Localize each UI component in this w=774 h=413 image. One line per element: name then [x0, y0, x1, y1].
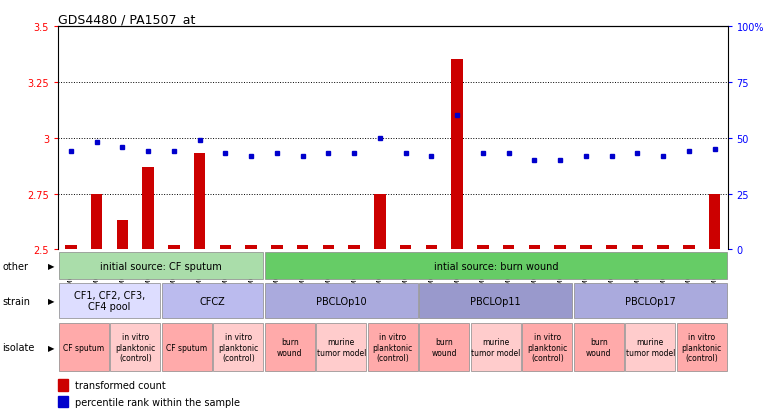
Bar	[220, 245, 231, 250]
Bar	[317, 323, 366, 371]
Bar	[606, 245, 618, 250]
Text: CFCZ: CFCZ	[200, 296, 225, 306]
Bar	[117, 221, 128, 250]
Bar	[400, 245, 412, 250]
Bar	[297, 245, 309, 250]
Bar	[59, 284, 160, 318]
Bar	[162, 323, 212, 371]
Bar	[58, 396, 68, 407]
Bar	[420, 323, 469, 371]
Text: CF sputum: CF sputum	[63, 343, 104, 352]
Bar	[420, 284, 572, 318]
Bar	[162, 284, 263, 318]
Bar	[168, 245, 180, 250]
Bar	[529, 245, 540, 250]
Text: isolate: isolate	[2, 342, 35, 352]
Text: ▶: ▶	[48, 297, 54, 305]
Bar	[503, 245, 515, 250]
Text: CF sputum: CF sputum	[166, 343, 207, 352]
Bar	[265, 284, 418, 318]
Text: PBCLOp17: PBCLOp17	[625, 296, 676, 306]
Bar	[265, 323, 315, 371]
Bar	[676, 323, 727, 371]
Text: in vitro
planktonic
(control): in vitro planktonic (control)	[218, 332, 259, 362]
Bar	[426, 245, 437, 250]
Text: murine
tumor model: murine tumor model	[471, 338, 520, 357]
Bar	[245, 245, 257, 250]
Text: CF1, CF2, CF3,
CF4 pool: CF1, CF2, CF3, CF4 pool	[74, 290, 146, 312]
Text: burn
wound: burn wound	[432, 338, 457, 357]
Text: ▶: ▶	[48, 261, 54, 271]
Bar	[625, 323, 675, 371]
Bar	[477, 245, 488, 250]
Text: intial source: burn wound: intial source: burn wound	[433, 261, 558, 271]
Text: PBCLOp10: PBCLOp10	[316, 296, 367, 306]
Text: murine
tumor model: murine tumor model	[625, 338, 675, 357]
Text: initial source: CF sputum: initial source: CF sputum	[100, 261, 222, 271]
Bar	[59, 323, 109, 371]
Bar	[683, 245, 695, 250]
Bar	[574, 284, 727, 318]
Bar	[522, 323, 572, 371]
Text: ▶: ▶	[48, 343, 54, 352]
Text: PBCLOp11: PBCLOp11	[471, 296, 521, 306]
Bar	[471, 323, 521, 371]
Bar	[59, 253, 263, 279]
Bar	[194, 154, 205, 250]
Text: murine
tumor model: murine tumor model	[317, 338, 366, 357]
Bar	[142, 167, 154, 250]
Bar	[111, 323, 160, 371]
Bar	[271, 245, 283, 250]
Text: in vitro
planktonic
(control): in vitro planktonic (control)	[527, 332, 567, 362]
Text: burn
wound: burn wound	[277, 338, 303, 357]
Text: in vitro
planktonic
(control): in vitro planktonic (control)	[115, 332, 156, 362]
Text: GDS4480 / PA1507_at: GDS4480 / PA1507_at	[58, 13, 195, 26]
Bar	[368, 323, 418, 371]
Bar	[374, 194, 385, 250]
Bar	[451, 60, 463, 250]
Bar	[91, 194, 102, 250]
Bar	[323, 245, 334, 250]
Text: in vitro
planktonic
(control): in vitro planktonic (control)	[682, 332, 722, 362]
Bar	[580, 245, 592, 250]
Bar	[554, 245, 566, 250]
Bar	[265, 253, 727, 279]
Bar	[214, 323, 263, 371]
Text: strain: strain	[2, 296, 30, 306]
Bar	[348, 245, 360, 250]
Bar	[632, 245, 643, 250]
Bar	[58, 379, 68, 391]
Bar	[657, 245, 669, 250]
Bar	[65, 245, 77, 250]
Text: in vitro
planktonic
(control): in vitro planktonic (control)	[372, 332, 413, 362]
Bar	[574, 323, 624, 371]
Bar	[709, 194, 721, 250]
Text: transformed count: transformed count	[75, 380, 166, 390]
Text: other: other	[2, 261, 29, 271]
Text: burn
wound: burn wound	[586, 338, 611, 357]
Text: percentile rank within the sample: percentile rank within the sample	[75, 396, 240, 406]
